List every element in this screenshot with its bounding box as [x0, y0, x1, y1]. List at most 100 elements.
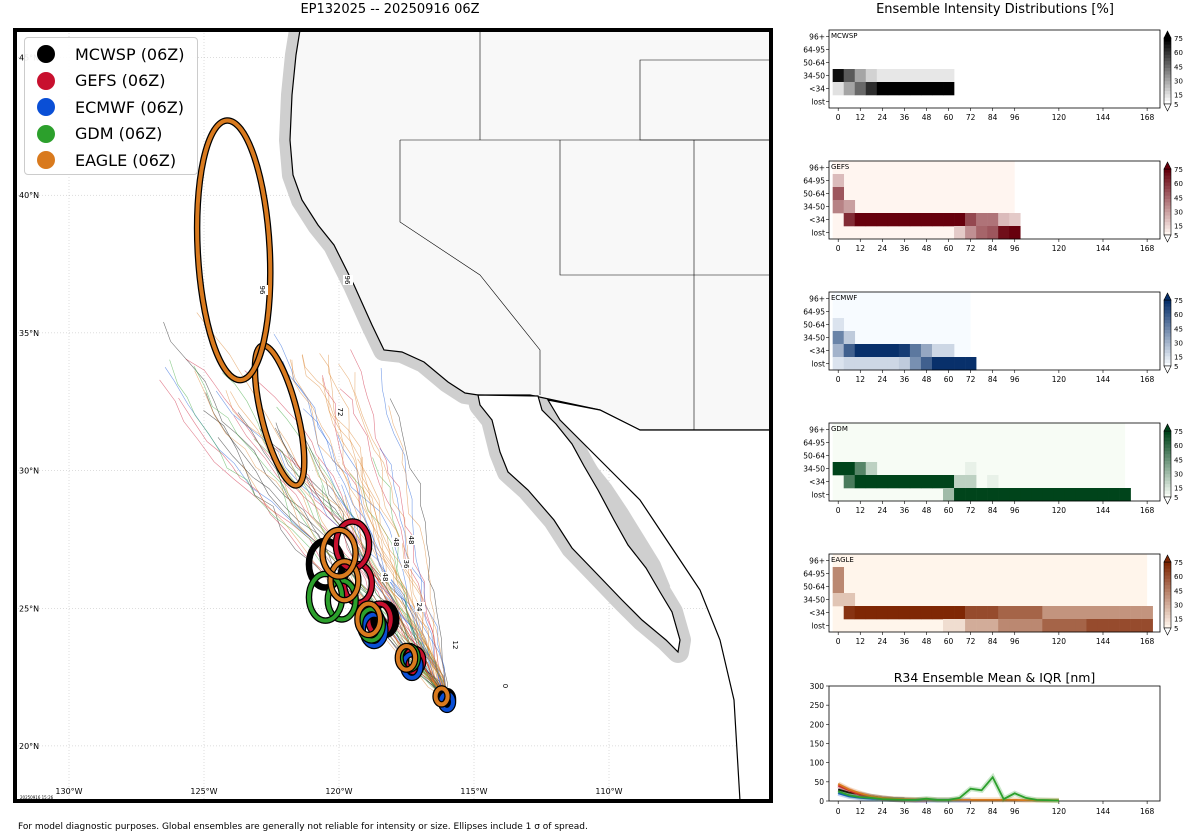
colorbar-segment — [1164, 316, 1171, 321]
heatmap-xtick-label: 48 — [922, 375, 932, 384]
heatmap-cell — [1064, 488, 1076, 502]
heatmap-ytick-label: 50-64 — [803, 452, 825, 461]
ellipse-gdm — [325, 578, 358, 622]
heatmap-cell — [854, 475, 867, 489]
heatmap-cell — [998, 213, 1010, 227]
heatmap-ytick-label: 96+ — [809, 295, 825, 304]
colorbar-tick-label: 75 — [1174, 297, 1183, 305]
colorbar-segment — [1164, 231, 1171, 236]
heatmap-cell — [865, 462, 878, 476]
colorbar-segment — [1164, 618, 1171, 622]
map-frame — [13, 28, 773, 803]
legend-label: EAGLE (06Z) — [75, 150, 177, 170]
heatmap-cell — [954, 606, 966, 620]
colorbar-segment — [1164, 611, 1171, 616]
heatmap-frame — [828, 291, 1161, 371]
heatmap-cell — [1141, 619, 1153, 633]
colorbar-segment — [1164, 300, 1171, 304]
heatmap-xtick-label: 24 — [878, 506, 888, 515]
heatmap-cell — [909, 213, 922, 227]
colorbar-segment — [1164, 211, 1171, 216]
colorbar-segment — [1164, 41, 1171, 45]
heatmap-cell — [920, 475, 933, 489]
heatmap-xtick-label: 120 — [1052, 637, 1067, 646]
r34-chart: R34 Ensemble Mean & IQR [nm] 0 50 100 150 200… — [810, 670, 1161, 816]
r34-xtick-label: 36 — [900, 807, 910, 816]
heatmap-ytick-label: 34-50 — [803, 334, 825, 343]
heatmap-ytick-label: <34 — [809, 216, 825, 225]
heatmap-xtick-label: 0 — [836, 375, 841, 384]
map-legend: MCWSP (06Z) GEFS (06Z) ECMWF (06Z) GDM (06Z… — [24, 37, 198, 175]
heatmap-xtick-label: 144 — [1096, 375, 1111, 384]
heatmap-cell — [1130, 606, 1142, 620]
legend-item: MCWSP (06Z) — [37, 42, 185, 66]
lat-tick-label: 25°N — [19, 604, 39, 613]
heatmap-ytick-label: 50-64 — [803, 190, 825, 199]
colorbar-extend-top — [1163, 30, 1172, 39]
r34-ytick-label: 200 — [810, 720, 825, 729]
heatmap-cell — [920, 606, 933, 620]
heatmap-cell — [865, 475, 878, 489]
heatmap-xtick-label: 0 — [836, 244, 841, 253]
heatmap-panel-gefs: GEFS 96+ 64-95 50-64 34-50 <34 lost 0 12 24 36 48 60… — [803, 160, 1183, 253]
lon-tick-label: 125°W — [190, 787, 217, 796]
heatmap-cell — [931, 357, 944, 371]
heatmap-ytick-label: 34-50 — [803, 465, 825, 474]
colorbar-segment — [1164, 100, 1171, 105]
heatmap-cell — [976, 606, 988, 620]
heatmap-cell — [876, 606, 889, 620]
heatmap-cell — [865, 357, 878, 371]
legend-label: MCWSP (06Z) — [75, 44, 185, 64]
heatmap-xtick-label: 144 — [1096, 506, 1111, 515]
heatmap-panel-name: GDM — [831, 425, 848, 433]
colorbar-tick-label: 15 — [1174, 485, 1183, 493]
heatmap-cell — [1064, 606, 1076, 620]
heatmap-cell — [1086, 488, 1098, 502]
land-baja — [477, 394, 681, 654]
heatmap-cell — [1086, 606, 1098, 620]
colorbar-extend-top — [1163, 161, 1172, 170]
colorbar-tick-label: 75 — [1174, 428, 1183, 436]
heatmap-xtick-label: 48 — [922, 113, 932, 122]
map-axis-ticks: 130°W125°W120°W115°W110°W45°N40°N35°N30°… — [19, 54, 623, 796]
heatmap-cell — [1009, 213, 1021, 227]
heatmap-cell — [1031, 488, 1043, 502]
ellipse-label-bg — [392, 537, 402, 547]
r34-mean-line — [837, 775, 1059, 802]
heatmap-cell — [898, 344, 911, 358]
heatmap-ytick-label: <34 — [809, 347, 825, 356]
heatmap-panel-eagle: EAGLE 96+ 64-95 50-64 34-50 <34 lost 0 12 24 36 48 6… — [803, 553, 1183, 646]
colorbar-segment — [1164, 568, 1171, 573]
heatmap-cell — [1053, 488, 1065, 502]
heatmap-xtick-label: 84 — [988, 113, 998, 122]
heatmap-cell — [1009, 226, 1021, 240]
heatmap-cell — [854, 606, 867, 620]
r34-xtick-label: 60 — [944, 807, 954, 816]
colorbar-segment — [1164, 473, 1171, 478]
r34-ytick-label: 50 — [814, 778, 824, 787]
heatmap-cell — [954, 488, 966, 502]
colorbar-segment — [1164, 54, 1171, 59]
r34-ytick-label: 300 — [810, 682, 825, 691]
colorbar-segment — [1164, 225, 1171, 229]
heatmap-cell — [965, 462, 977, 476]
heatmap-cell — [1108, 606, 1120, 620]
heatmap-xtick-label: 60 — [944, 506, 954, 515]
heatmap-cell — [1119, 606, 1131, 620]
ellipse-label-bg — [501, 681, 511, 691]
colorbar-segment — [1164, 614, 1171, 619]
heatmap-cell — [832, 187, 845, 201]
colorbar-segment — [1164, 47, 1171, 52]
colorbar-segment — [1164, 192, 1171, 196]
r34-title: R34 Ensemble Mean & IQR [nm] — [894, 670, 1096, 685]
colorbar-segment — [1164, 490, 1171, 494]
colorbar-segment — [1164, 319, 1171, 324]
heatmap-cell — [832, 593, 845, 607]
ensemble-track — [321, 485, 448, 700]
colorbar-segment — [1164, 67, 1171, 72]
heatmap-cell — [920, 213, 933, 227]
colorbar-segment — [1164, 77, 1171, 82]
heatmap-cell — [965, 606, 977, 620]
heatmap-xtick-label: 48 — [922, 244, 932, 253]
colorbar-segment — [1164, 362, 1171, 367]
